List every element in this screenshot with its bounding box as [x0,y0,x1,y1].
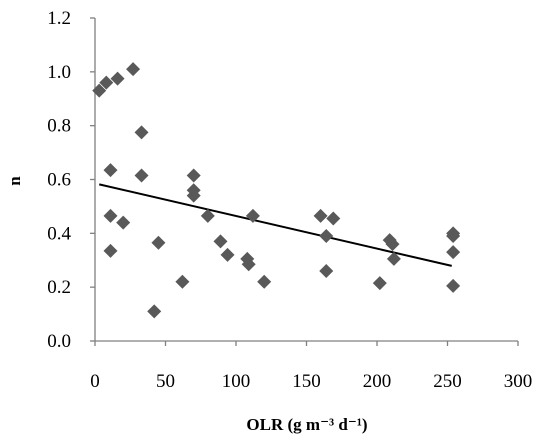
data-point [110,71,125,86]
x-tick-label: 300 [504,371,533,392]
data-point [313,208,328,223]
y-tick-label: 0.4 [47,223,71,244]
data-point [319,264,334,279]
data-point [257,274,272,289]
y-tick-label: 0.0 [47,331,71,352]
data-point [385,237,400,252]
x-tick-label: 50 [156,371,175,392]
y-tick-label: 1.2 [47,8,71,29]
data-point [103,208,118,223]
x-tick-label: 250 [433,371,462,392]
data-point [134,168,149,183]
trendline [99,183,452,267]
y-axis-title: n [5,176,24,186]
data-point [186,188,201,203]
x-axis-title: OLR (g m⁻³ d⁻¹) [246,415,367,434]
data-point [245,208,260,223]
data-point [446,245,461,260]
data-point [326,211,341,226]
data-point [446,229,461,244]
x-tick-label: 0 [90,371,100,392]
y-tick-label: 0.8 [47,116,71,137]
x-tick-label: 100 [222,371,251,392]
data-point [186,168,201,183]
data-point [446,278,461,293]
y-tick-label: 1.0 [47,62,71,83]
data-point [92,83,107,98]
x-tick-label: 200 [363,371,392,392]
data-point [103,243,118,258]
data-point [126,62,141,77]
data-point [319,229,334,244]
data-point [103,163,118,178]
trendline-layer [99,183,452,267]
data-point [147,304,162,319]
x-tick-label: 150 [292,371,321,392]
y-tick-label: 0.2 [47,277,71,298]
y-tick-label: 0.6 [47,170,71,191]
data-point [372,276,387,291]
data-point [151,235,166,250]
points-layer [92,62,461,319]
data-point [241,257,256,272]
data-point [386,251,401,266]
data-point [116,215,131,230]
axes-layer [94,18,518,342]
data-point [213,234,228,249]
data-point [99,75,114,90]
data-point [200,208,215,223]
data-point [134,125,149,140]
data-point [175,274,190,289]
data-point [220,247,235,262]
ticks-layer: 0.0 0.2 0.4 0.6 0.8 1.0 1.2 0 50 100 150 200 250 300 [47,8,532,392]
